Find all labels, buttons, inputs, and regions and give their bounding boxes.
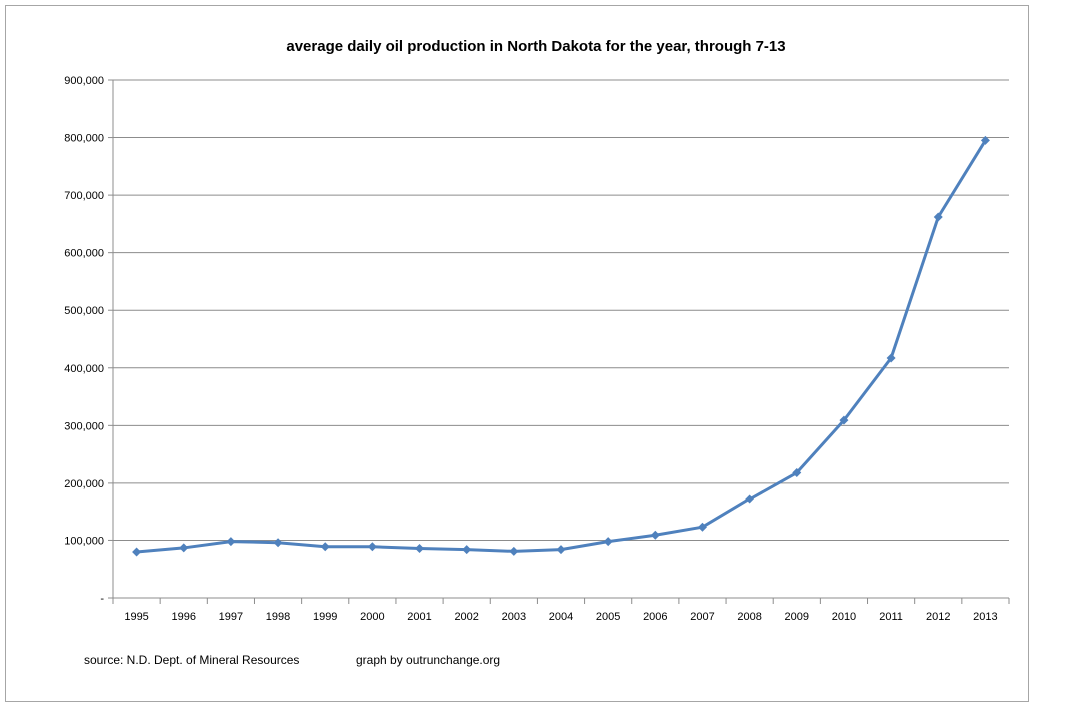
data-point-marker [226,537,236,547]
x-tick-label: 2011 [879,611,903,623]
data-point-marker [792,468,802,478]
y-tick-label: 500,000 [64,305,104,317]
data-point-marker [320,542,330,552]
data-point-marker [603,537,613,547]
data-point-marker [415,544,425,554]
series-line [135,138,987,554]
x-tick-label: 2002 [454,611,478,623]
y-tick-label: 700,000 [64,190,104,202]
data-point-marker [509,546,519,556]
x-tick-label: 2000 [360,611,384,623]
data-point-marker [745,494,755,504]
y-axis-ticks: - 100,000 200,000 300,000 400,000 500,000 600,… [64,75,113,605]
line-chart: average daily oil production in North Da… [64,38,1010,623]
data-point-marker [886,353,896,363]
gridlines [113,79,1009,541]
x-tick-label: 2004 [549,611,573,623]
data-point-marker [179,543,189,553]
x-tick-label: 2003 [502,611,526,623]
data-point-marker [980,135,990,145]
y-tick-label: 300,000 [64,420,104,432]
data-point-marker [462,545,472,555]
x-tick-label: 2005 [596,611,620,623]
data-point-marker [650,530,660,540]
x-tick-label: 1995 [124,611,148,623]
x-tick-label: 2007 [690,611,714,623]
data-point-marker [933,212,943,222]
x-tick-label: 2009 [785,611,809,623]
y-tick-label: 100,000 [64,535,104,547]
chart-title: average daily oil production in North Da… [286,38,785,55]
y-tick-label: - [100,593,104,605]
data-point-marker [367,542,377,552]
data-point-marker [273,538,283,548]
chart-frame: average daily oil production in North Da… [5,5,1029,702]
x-tick-label: 2013 [973,611,997,623]
y-tick-label: 400,000 [64,363,104,375]
x-tick-label: 1997 [219,611,243,623]
x-tick-label: 2008 [737,611,761,623]
data-point-marker [697,522,707,532]
x-tick-label: 2010 [832,611,856,623]
series-group [132,135,990,557]
y-tick-label: 800,000 [64,133,104,145]
x-tick-label: 1999 [313,611,337,623]
x-tick-label: 2006 [643,611,667,623]
data-point-marker [839,415,849,425]
x-tick-label: 1996 [171,611,195,623]
source-note: source: N.D. Dept. of Mineral Resources [84,653,300,667]
y-tick-label: 200,000 [64,478,104,490]
data-point-marker [556,545,566,555]
x-tick-label: 2012 [926,611,950,623]
y-tick-label: 600,000 [64,248,104,260]
credit-note: graph by outrunchange.org [356,653,501,667]
data-point-marker [132,547,142,557]
x-axis: 1995 1996 1997 1998 1999 2000 2001 2002 2003 2004… [112,80,1010,623]
x-tick-label: 1998 [266,611,290,623]
x-tick-label: 2001 [407,611,431,623]
y-tick-label: 900,000 [64,75,104,87]
